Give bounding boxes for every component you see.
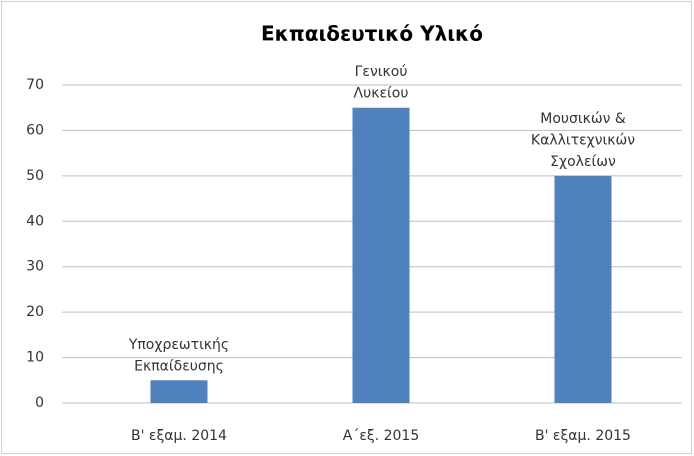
y-tick-label: 50 bbox=[26, 168, 44, 184]
bar-annotation: Καλλιτεχνικών bbox=[531, 132, 635, 148]
x-tick-label: Β' εξαμ. 2014 bbox=[131, 428, 227, 444]
bar-annotation: Λυκείου bbox=[354, 86, 409, 102]
x-tick-label: Β' εξαμ. 2015 bbox=[535, 428, 631, 444]
bar bbox=[554, 175, 612, 403]
bar-annotation: Εκπαίδευσης bbox=[134, 358, 224, 374]
bar bbox=[150, 380, 208, 403]
bar bbox=[352, 107, 410, 403]
y-tick-label: 10 bbox=[26, 350, 44, 366]
bar-annotation: Υποχρεωτικής bbox=[128, 337, 229, 353]
y-tick-label: 30 bbox=[26, 259, 44, 275]
x-tick-label: Α΄εξ. 2015 bbox=[343, 428, 419, 444]
bar-annotation: Σχολείων bbox=[550, 154, 616, 170]
y-tick-label: 60 bbox=[26, 122, 44, 138]
bar-annotation: Γενικού bbox=[355, 64, 408, 80]
bar-annotation: Μουσικών & bbox=[540, 111, 626, 127]
chart-title: Εκπαιδευτικό Υλικό bbox=[261, 22, 483, 46]
y-tick-label: 20 bbox=[26, 304, 44, 320]
y-tick-label: 40 bbox=[26, 213, 44, 229]
y-tick-label: 70 bbox=[26, 77, 44, 93]
y-tick-label: 0 bbox=[35, 395, 44, 411]
